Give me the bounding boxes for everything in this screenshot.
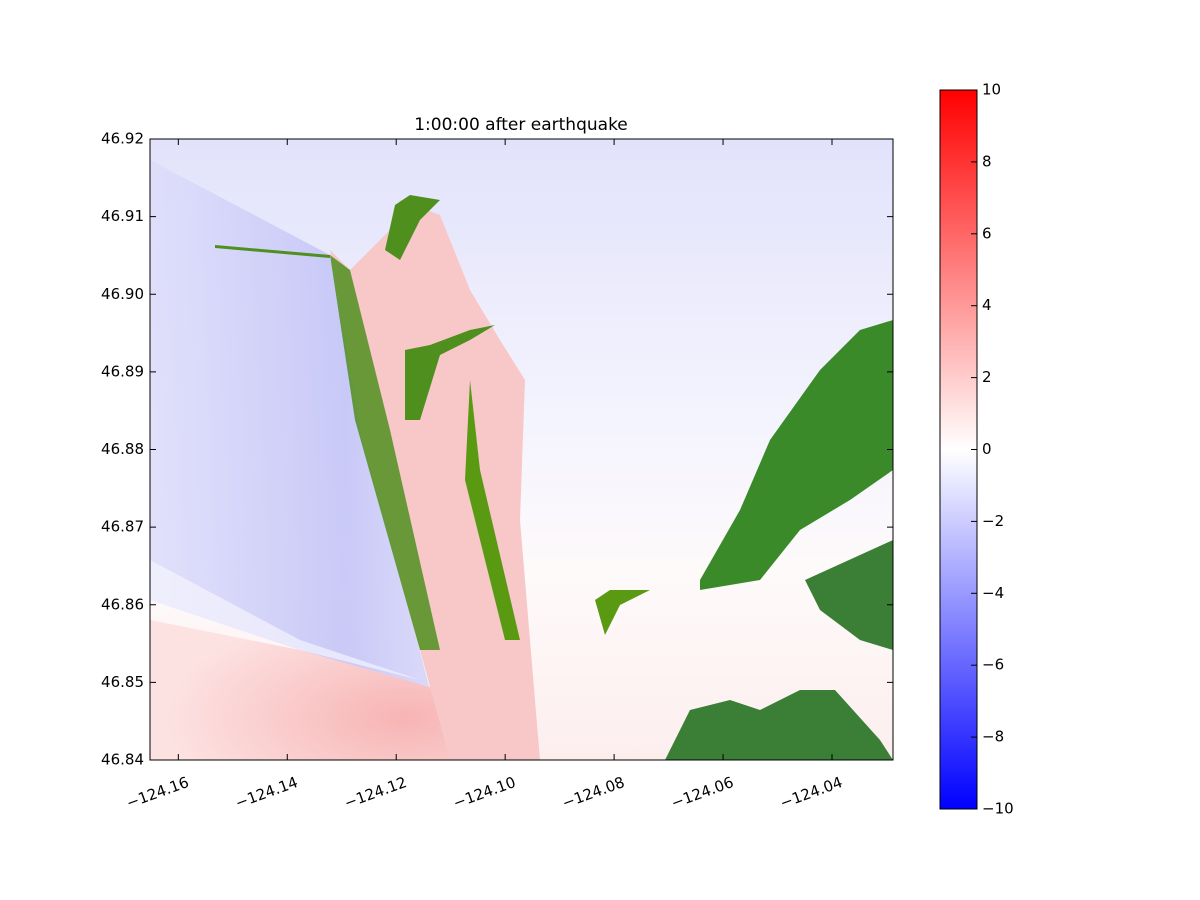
colorbar-tick-label: 0 xyxy=(982,440,992,458)
colorbar-tick-label: 8 xyxy=(982,152,992,170)
colorbar-tick-label: −2 xyxy=(982,512,1004,530)
x-tick-label: −124.04 xyxy=(778,773,845,812)
field xyxy=(150,139,893,760)
y-tick-label: 46.84 xyxy=(101,751,144,769)
y-tick-label: 46.89 xyxy=(101,362,144,380)
x-tick-label: −124.14 xyxy=(233,773,300,812)
y-tick-label: 46.85 xyxy=(101,673,144,691)
x-tick-label: −124.16 xyxy=(124,773,191,812)
y-tick-label: 46.92 xyxy=(101,130,144,148)
colorbar-tick-label: 6 xyxy=(982,224,992,242)
colorbar-tick-label: −4 xyxy=(982,584,1004,602)
colorbar-tick-label: 2 xyxy=(982,368,992,386)
colorbar-tick-label: 10 xyxy=(982,81,1001,99)
colorbar-tick-label: 4 xyxy=(982,296,992,314)
x-tick-label: −124.12 xyxy=(342,773,409,812)
colorbar-tick-label: −10 xyxy=(982,800,1014,818)
chart-title: 1:00:00 after earthquake xyxy=(414,115,628,135)
y-tick-label: 46.88 xyxy=(101,440,144,458)
y-tick-label: 46.86 xyxy=(101,595,144,613)
x-tick-label: −124.08 xyxy=(560,773,627,812)
colorbar-tick-label: −8 xyxy=(982,728,1004,746)
x-tick-label: −124.06 xyxy=(669,773,736,812)
y-tick-label: 46.91 xyxy=(101,207,144,225)
colorbar xyxy=(939,89,978,810)
y-tick-label: 46.87 xyxy=(101,518,144,536)
colorbar-tick-label: −6 xyxy=(982,656,1004,674)
x-tick-label: −124.10 xyxy=(451,773,518,812)
y-tick-label: 46.90 xyxy=(101,285,144,303)
